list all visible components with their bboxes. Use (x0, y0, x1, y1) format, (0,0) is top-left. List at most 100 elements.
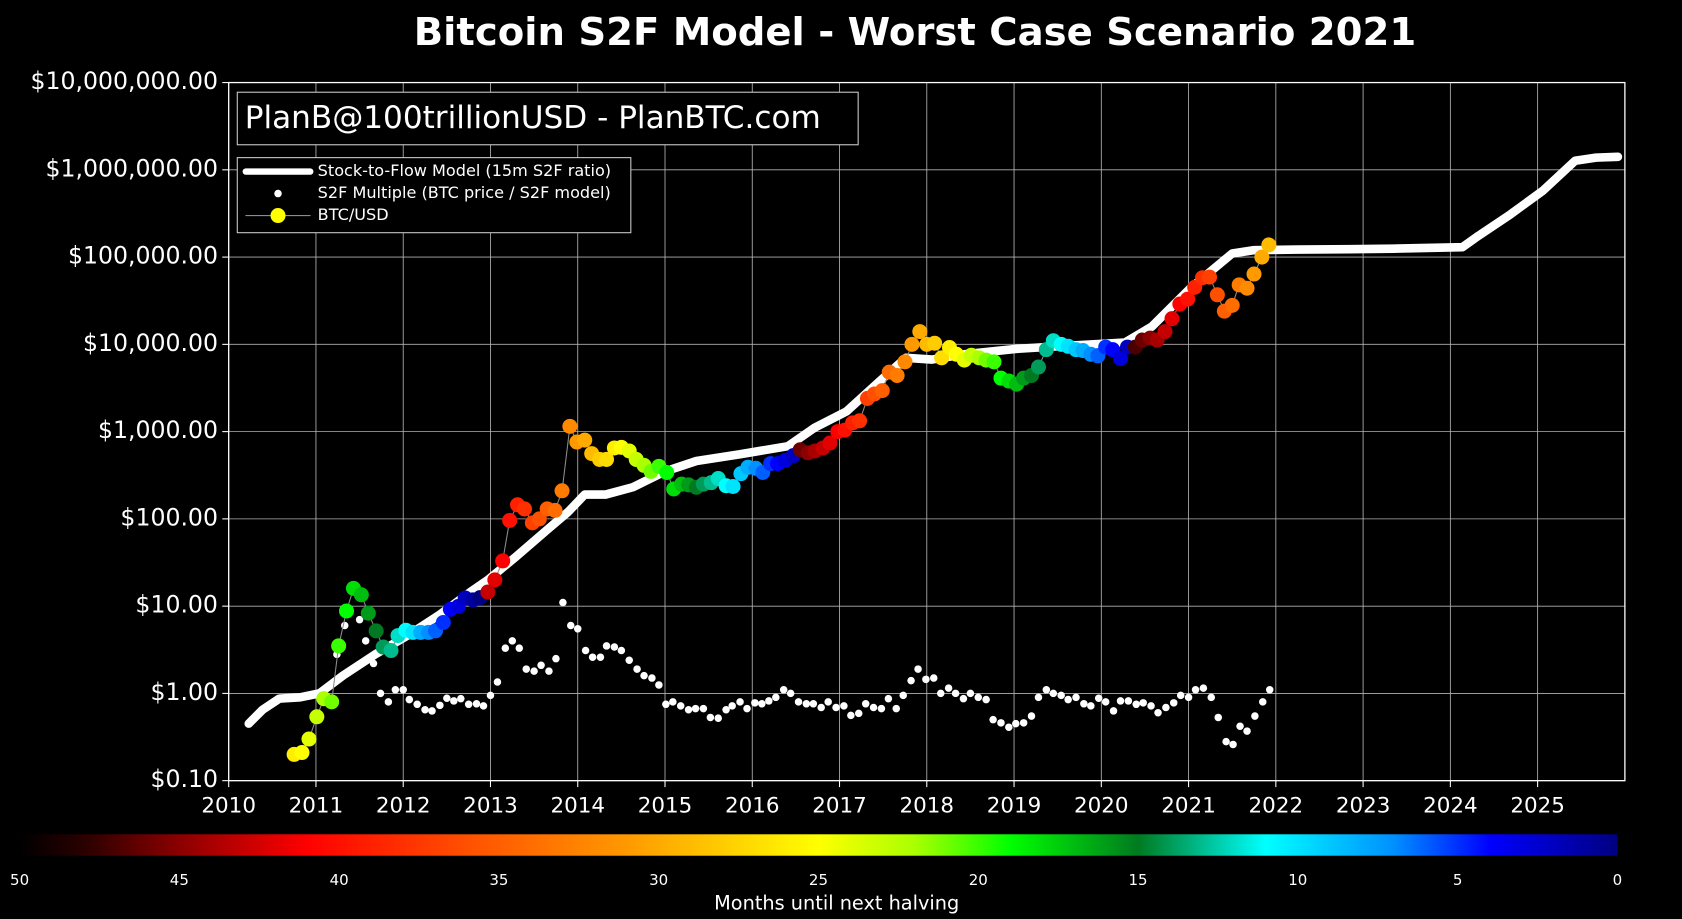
multiple-point (676, 702, 685, 710)
price-point (1202, 269, 1218, 285)
price-point (659, 464, 675, 481)
multiple-point (545, 667, 553, 675)
price-point (495, 553, 511, 569)
price-point (1246, 266, 1262, 282)
plot-frame (228, 81, 1626, 782)
colorbar-tick-label: 5 (1453, 871, 1463, 889)
price-point (338, 603, 355, 619)
multiple-point (974, 693, 983, 702)
x-tick-label: 2016 (725, 793, 780, 818)
multiple-point (464, 700, 473, 709)
colorbar-tick-label: 50 (10, 871, 29, 889)
multiple-point (1258, 698, 1267, 706)
annotation-text: PlanB@100trillionUSD - PlanBTC.com (245, 100, 821, 136)
x-tick-label: 2014 (550, 793, 605, 818)
multiple-point (567, 621, 575, 630)
multiple-point (1012, 719, 1020, 728)
multiple-point (997, 719, 1005, 727)
x-tick-label: 2017 (812, 793, 867, 818)
multiple-point (436, 701, 444, 710)
multiple-point (625, 656, 633, 664)
multiple-point (369, 659, 378, 668)
price-point (517, 501, 533, 517)
annotation: PlanB@100trillionUSD - PlanBTC.com (236, 91, 859, 146)
price-point (874, 383, 890, 399)
x-tick-label: 2022 (1249, 793, 1304, 818)
y-tick-label: $10,000.00 (83, 329, 218, 357)
price-point (353, 587, 369, 603)
price-point (986, 354, 1002, 370)
x-tick-label: 2013 (463, 793, 518, 818)
price-point (934, 350, 950, 366)
multiple-point (824, 698, 832, 706)
price-point (562, 418, 578, 434)
multiple-point (399, 686, 407, 694)
multiple-point (1042, 686, 1051, 694)
multiple-point (1124, 697, 1133, 705)
multiple-point (588, 653, 597, 661)
y-tick-label: $1,000.00 (98, 416, 218, 444)
multiple-point (421, 705, 429, 714)
multiple-point (1191, 686, 1200, 694)
colorbar (19, 834, 1618, 856)
price-point (368, 623, 384, 639)
multiple-point (384, 698, 393, 706)
multiple-point (1132, 700, 1140, 709)
y-tick-label: $0.10 (150, 765, 218, 793)
y-tick-label: $100.00 (120, 503, 218, 531)
multiple-point (537, 661, 545, 670)
multiple-point (854, 709, 863, 718)
multiple-point (457, 694, 465, 703)
multiple-point (817, 703, 825, 712)
multiple-point (1176, 691, 1185, 700)
y-tick-label: $10,000,000.00 (30, 67, 218, 95)
y-tick-label: $1.00 (150, 678, 218, 706)
multiple-point (936, 689, 945, 698)
colorbar-tick-label: 15 (1128, 871, 1147, 889)
multiple-point (515, 644, 524, 652)
colorbar-tick-label: 40 (330, 871, 349, 889)
multiple-point (479, 702, 488, 710)
multiple-point (428, 707, 436, 715)
multiple-point (1019, 719, 1028, 727)
multiple-point (450, 697, 458, 705)
x-tick-label: 2021 (1161, 793, 1216, 818)
multiple-point (722, 705, 730, 714)
y-tick-label: $1,000,000.00 (45, 154, 218, 182)
x-tick-label: 2020 (1074, 793, 1129, 818)
multiple-point (832, 703, 840, 712)
multiple-point (869, 703, 878, 712)
price-point (435, 614, 451, 630)
colorbar-label: Months until next halving (714, 891, 959, 914)
price-point (301, 731, 317, 747)
multiple-point (684, 705, 693, 714)
price-point (1157, 324, 1173, 340)
price-point (1254, 249, 1270, 265)
multiple-point (884, 694, 893, 703)
price-point (1224, 297, 1240, 313)
multiple-point (1094, 694, 1103, 703)
multiple-point (1101, 698, 1110, 706)
price-point (1030, 359, 1046, 375)
price-point (547, 502, 563, 518)
x-tick-label: 2011 (289, 793, 344, 818)
multiple-point (794, 698, 803, 706)
multiple-point (1222, 737, 1230, 746)
multiple-point (443, 694, 451, 703)
x-tick-label: 2025 (1510, 793, 1565, 818)
price-point (324, 694, 340, 710)
price-point (1113, 350, 1129, 366)
multiple-point (413, 700, 421, 709)
multiple-point (596, 653, 605, 661)
price-point (360, 605, 376, 621)
multiple-point (640, 671, 648, 680)
multiple-point (522, 665, 531, 673)
multiple-point (486, 691, 495, 700)
price-point (294, 745, 310, 761)
multiple-point (1064, 695, 1072, 704)
y-tick-label: $10.00 (135, 591, 218, 619)
legend-label: BTC/USD (318, 205, 389, 224)
x-tick-label: 2015 (638, 793, 693, 818)
price-point (904, 336, 920, 352)
